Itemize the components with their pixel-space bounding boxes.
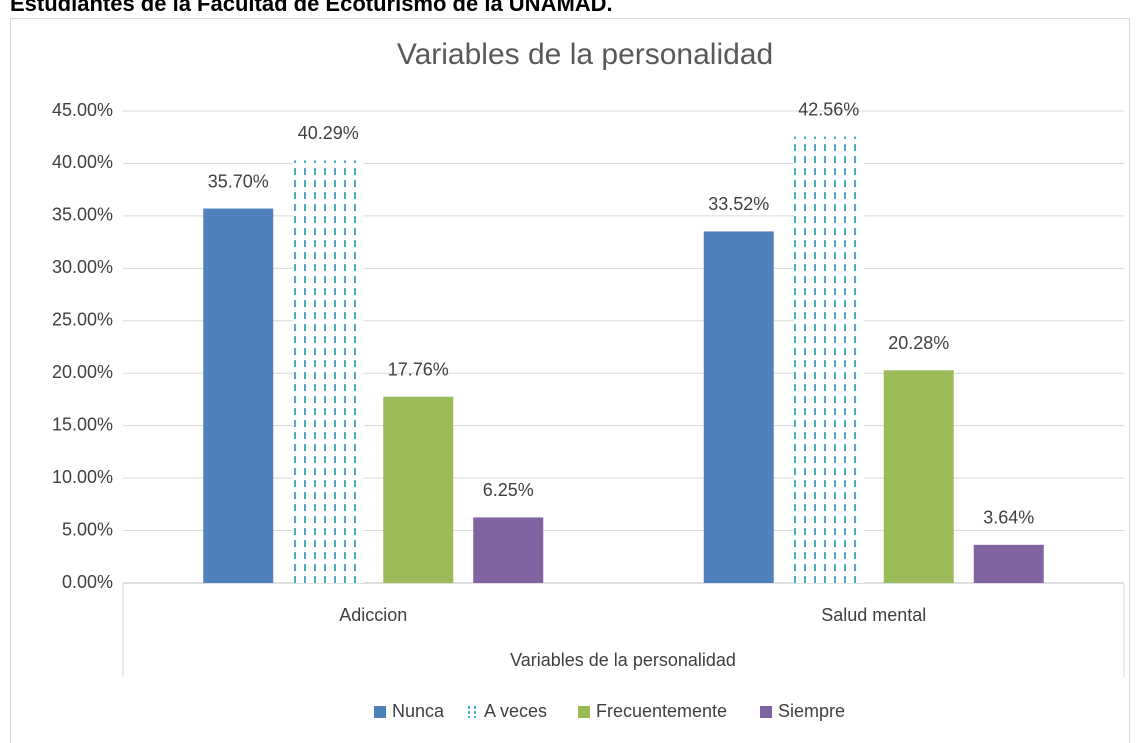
value-label: 20.28%	[888, 333, 949, 353]
value-label: 17.76%	[388, 359, 449, 379]
chart-title: Variables de la personalidad	[397, 38, 773, 71]
value-label: 40.29%	[298, 123, 359, 143]
y-tick-label: 40.00%	[52, 152, 113, 172]
legend-swatch	[374, 706, 386, 718]
bar	[383, 396, 454, 583]
legend-swatch	[578, 706, 590, 718]
bar	[793, 136, 864, 583]
legend-swatch	[466, 706, 478, 718]
value-label: 42.56%	[798, 99, 859, 119]
bar	[703, 231, 774, 583]
y-tick-label: 30.00%	[52, 257, 113, 277]
legend-label: Nunca	[392, 701, 445, 721]
value-label: 3.64%	[983, 508, 1034, 528]
legend-label: Siempre	[778, 701, 845, 721]
y-tick-label: 0.00%	[62, 572, 113, 592]
value-label: 35.70%	[208, 171, 269, 191]
legend-label: Frecuentemente	[596, 701, 727, 721]
bar	[203, 208, 274, 583]
bar	[973, 544, 1044, 583]
y-tick-label: 25.00%	[52, 310, 113, 330]
bar	[883, 370, 954, 583]
y-tick-label: 20.00%	[52, 362, 113, 382]
y-tick-label: 45.00%	[52, 100, 113, 120]
x-tick-label: Salud mental	[821, 605, 926, 625]
x-tick-label: Adiccion	[339, 605, 407, 625]
y-tick-label: 10.00%	[52, 467, 113, 487]
page-heading: Estudiantes de la Facultad de Ecoturismo…	[10, 0, 613, 16]
bar	[293, 160, 364, 584]
y-tick-label: 35.00%	[52, 205, 113, 225]
bar	[473, 517, 544, 583]
y-tick-label: 15.00%	[52, 414, 113, 434]
legend-label: A veces	[484, 701, 547, 721]
chart-border	[10, 18, 1130, 743]
legend-swatch	[760, 706, 772, 718]
value-label: 6.25%	[483, 480, 534, 500]
x-axis-title: Variables de la personalidad	[510, 650, 736, 670]
y-tick-label: 5.00%	[62, 519, 113, 539]
value-label: 33.52%	[708, 194, 769, 214]
